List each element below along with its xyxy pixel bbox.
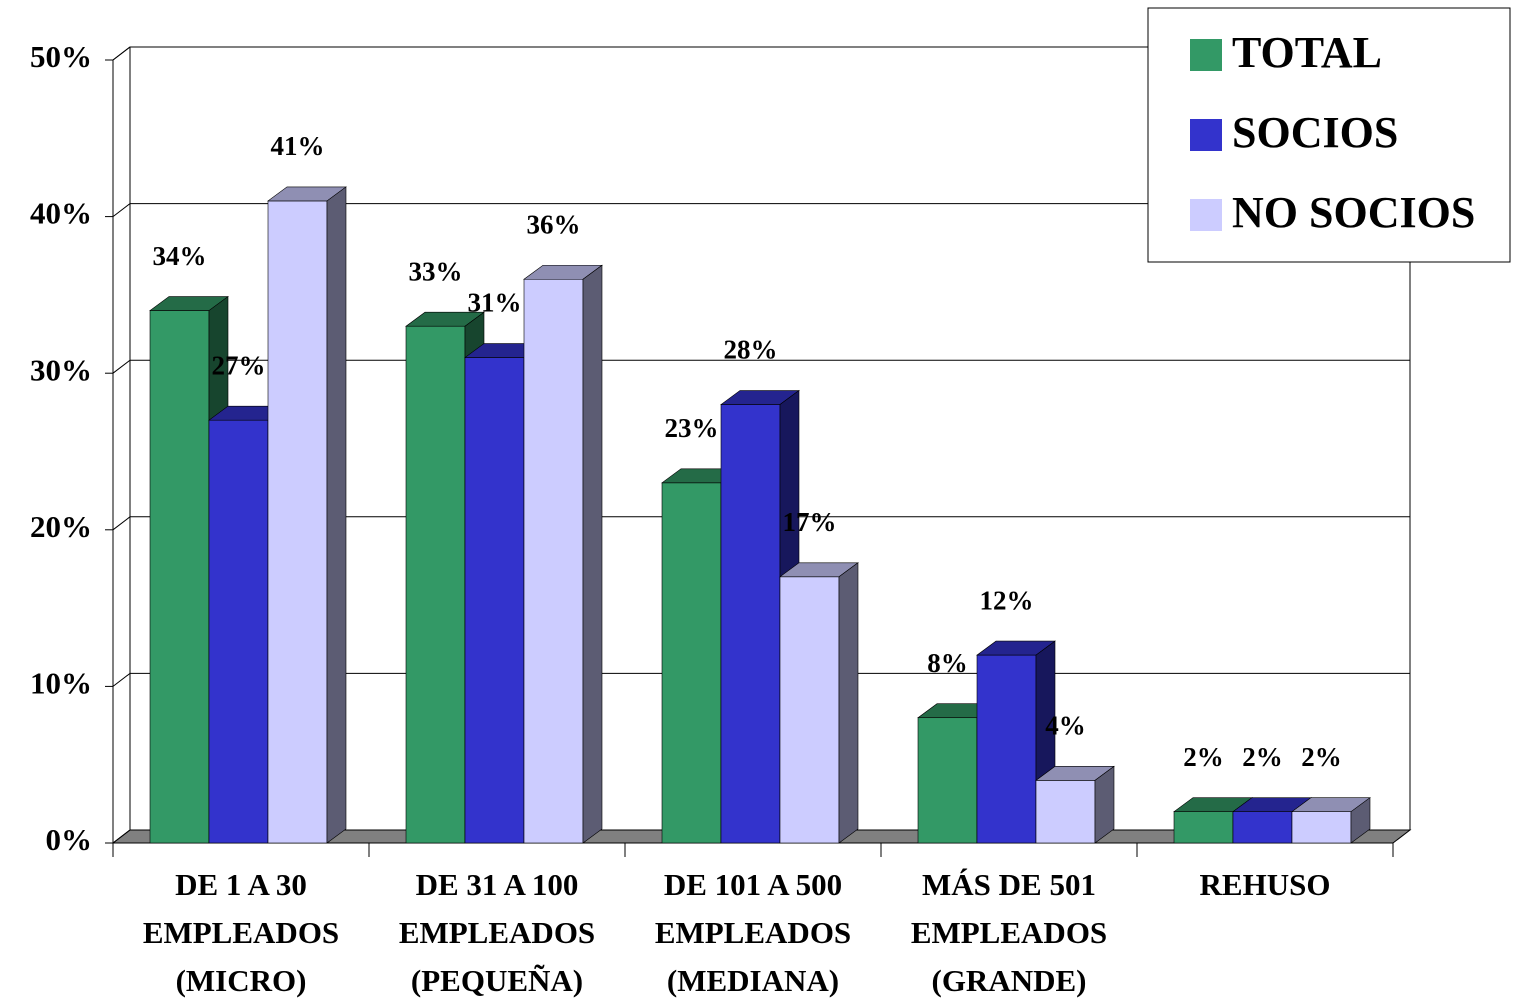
bar [268,187,346,843]
y-tick-label: 20% [30,509,92,544]
value-label: 2% [1301,742,1342,772]
legend-label: SOCIOS [1232,108,1398,157]
y-tick-label: 50% [30,39,92,74]
value-label: 23% [665,413,719,443]
legend-swatch [1190,119,1222,151]
x-tick-label: (PEQUEÑA) [411,963,583,998]
bar [1036,766,1114,843]
value-label: 17% [783,507,837,537]
value-label: 2% [1242,742,1283,772]
bar-front [524,279,583,843]
bar-front [465,358,524,843]
y-tick-label: 10% [30,666,92,701]
legend-label: TOTAL [1232,28,1382,77]
bar-front [209,420,268,843]
bar-front [1233,812,1292,843]
value-label: 12% [980,585,1034,615]
value-label: 33% [409,256,463,286]
value-label: 31% [468,288,522,318]
x-tick-label: (MEDIANA) [667,963,839,998]
x-tick-label: EMPLEADOS [911,915,1107,950]
x-tick-label: (MICRO) [176,963,307,998]
x-tick-label: DE 31 A 100 [416,867,579,902]
x-tick-label: EMPLEADOS [143,915,339,950]
bar-front [1174,812,1233,843]
value-label: 36% [527,209,581,239]
value-label: 41% [271,131,325,161]
value-label: 28% [724,335,778,365]
legend-swatch [1190,199,1222,231]
bar [524,265,602,843]
x-tick-label: EMPLEADOS [399,915,595,950]
bar-side [583,265,602,843]
value-label: 34% [153,241,207,271]
x-tick-label: EMPLEADOS [655,915,851,950]
value-label: 27% [212,350,266,380]
bar [1292,798,1370,843]
y-tick-label: 30% [30,352,92,387]
bar-front [150,311,209,843]
y-tick-label: 40% [30,196,92,231]
bar-front [1036,780,1095,843]
bar-front [662,483,721,843]
value-label: 2% [1183,742,1224,772]
legend-label: NO SOCIOS [1232,188,1475,237]
x-tick-label: DE 1 A 30 [175,867,307,902]
bar-front [406,326,465,843]
x-tick-label: REHUSO [1200,867,1331,902]
bar-front [918,718,977,843]
value-label: 8% [927,648,968,678]
value-label: 4% [1045,711,1086,741]
bar-front [1292,812,1351,843]
legend-swatch [1190,39,1222,71]
bar-side [327,187,346,843]
x-tick-label: (GRANDE) [932,963,1087,998]
bar-front [977,655,1036,843]
x-tick-label: DE 101 A 500 [664,867,842,902]
bar-front [721,405,780,843]
bar-front [780,577,839,843]
bar-front [268,201,327,843]
bar-side [839,563,858,843]
y-tick-label: 0% [46,822,93,857]
chart: 0% 10% 20% 30% 40% 50% DE 1 A 30 EMPLEADOS (MICR… [0,0,1525,1001]
bar [780,563,858,843]
x-tick-label: MÁS DE 501 [922,867,1096,902]
